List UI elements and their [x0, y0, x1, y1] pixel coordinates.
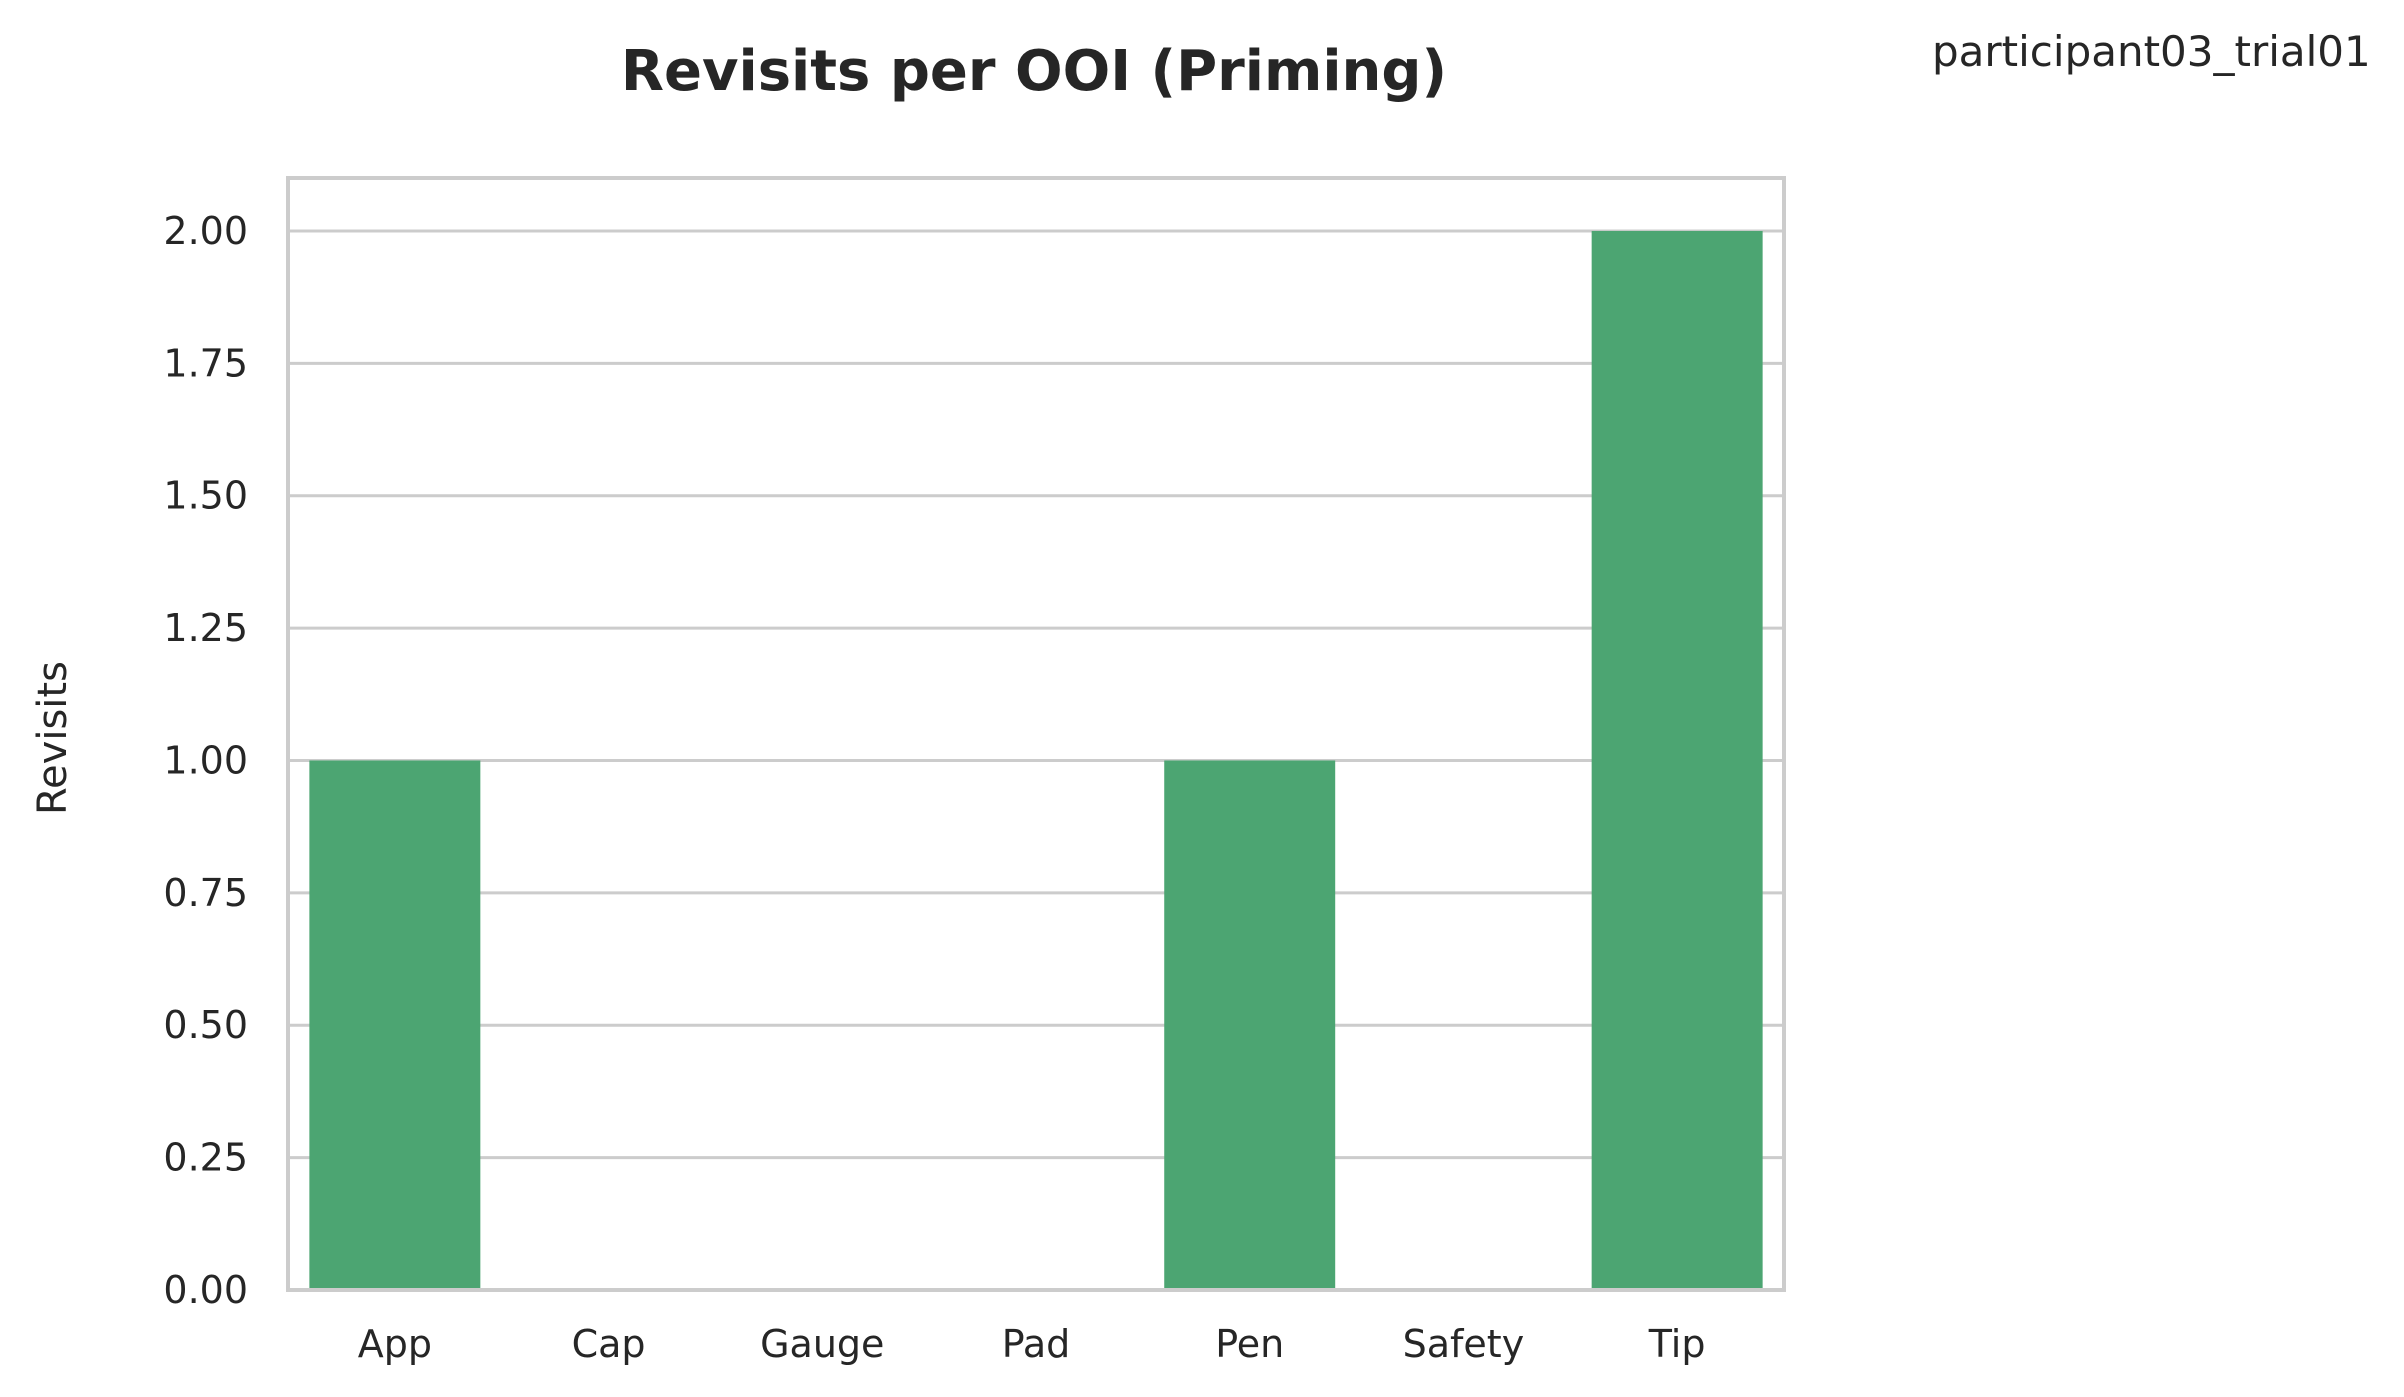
y-axis-label: Revisits — [30, 661, 76, 815]
y-tick-label: 0.25 — [163, 1136, 248, 1180]
bars — [309, 230, 1763, 1290]
y-tick-labels: 0.00 0.25 0.50 0.75 1.00 1.25 1.50 1.75 2.00 — [163, 209, 248, 1312]
x-tick-label: Pad — [1002, 1322, 1071, 1366]
x-tick-label: Safety — [1403, 1322, 1525, 1366]
y-tick-label: 0.50 — [163, 1003, 248, 1047]
x-tick-label: Cap — [572, 1322, 646, 1366]
x-tick-label: Gauge — [760, 1322, 884, 1366]
y-tick-label: 1.50 — [163, 474, 248, 518]
x-tick-label: Tip — [1648, 1322, 1706, 1366]
y-tick-label: 1.75 — [163, 341, 248, 385]
y-tick-label: 1.00 — [163, 738, 248, 782]
bar-tip — [1591, 230, 1763, 1290]
bar-pen — [1164, 760, 1336, 1290]
gridlines — [288, 229, 1784, 1292]
x-tick-labels: App Cap Gauge Pad Pen Safety Tip — [358, 1322, 1706, 1366]
plot-frame — [286, 176, 1786, 1292]
y-tick-label: 1.25 — [163, 606, 248, 650]
y-tick-label: 0.75 — [163, 871, 248, 915]
x-tick-label: App — [358, 1322, 432, 1366]
trial-label: participant03_trial01 — [1932, 27, 2371, 76]
chart-title: Revisits per OOI (Priming) — [621, 39, 1447, 104]
bar-app — [309, 760, 481, 1290]
x-tick-label: Pen — [1215, 1322, 1284, 1366]
y-tick-label: 2.00 — [163, 209, 248, 253]
y-tick-label: 0.00 — [163, 1268, 248, 1312]
